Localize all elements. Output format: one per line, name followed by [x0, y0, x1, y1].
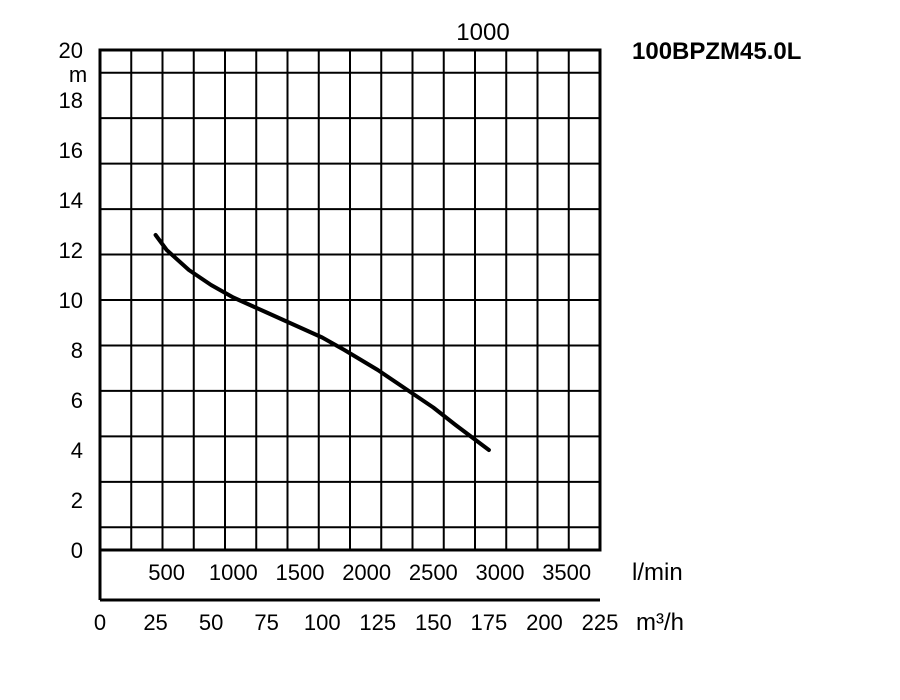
- plot-frame: [98, 48, 602, 552]
- x-tick-labels-m3h: 0 25 50 75 100 125 150 175 200 225: [94, 610, 618, 635]
- y-tick-label: 16: [59, 138, 83, 163]
- x-unit-lpm-label: l/min: [632, 559, 683, 586]
- y-tick-label: 20: [59, 38, 83, 63]
- y-tick-label: 8: [71, 338, 83, 363]
- x-tick-label-m3h: 150: [415, 610, 452, 635]
- y-tick-label: 14: [59, 188, 83, 213]
- top-label: 1000: [456, 19, 509, 46]
- x-tick-label-m3h: 225: [582, 610, 619, 635]
- x-tick-labels-lpm: 500 1000 1500 2000 2500 3000 3500: [148, 560, 591, 585]
- y-axis-label: m: [69, 62, 87, 87]
- x-tick-label-m3h: 0: [94, 610, 106, 635]
- x-tick-label-lpm: 1000: [209, 560, 258, 585]
- x-tick-label-m3h: 75: [254, 610, 278, 635]
- x-tick-label-m3h: 50: [199, 610, 223, 635]
- x-tick-label-m3h: 200: [526, 610, 563, 635]
- x-tick-label-m3h: 175: [471, 610, 508, 635]
- x-tick-label-lpm: 500: [148, 560, 185, 585]
- y-tick-label: 12: [59, 238, 83, 263]
- x-tick-label-lpm: 3500: [542, 560, 591, 585]
- y-tick-label: 18: [59, 88, 83, 113]
- y-tick-label: 0: [71, 538, 83, 563]
- y-tick-label: 4: [71, 438, 83, 463]
- y-tick-label: 2: [71, 488, 83, 513]
- grid: [100, 50, 600, 550]
- x-tick-label-lpm: 3000: [476, 560, 525, 585]
- x-tick-label-m3h: 100: [304, 610, 341, 635]
- x-tick-label-m3h: 125: [359, 610, 396, 635]
- x-tick-label-lpm: 1500: [276, 560, 325, 585]
- y-tick-labels: 0 2 4 6 8 10 12 14 16 18 20: [59, 38, 83, 563]
- y-tick-label: 6: [71, 388, 83, 413]
- y-tick-label: 10: [59, 288, 83, 313]
- chart-title: 100BPZM45.0L: [632, 38, 801, 65]
- x-tick-label-lpm: 2500: [409, 560, 458, 585]
- head-flow-curve: [153, 233, 491, 452]
- x-tick-label-lpm: 2000: [342, 560, 391, 585]
- x-tick-label-m3h: 25: [143, 610, 167, 635]
- x-unit-m3h-label: m³/h: [636, 609, 684, 636]
